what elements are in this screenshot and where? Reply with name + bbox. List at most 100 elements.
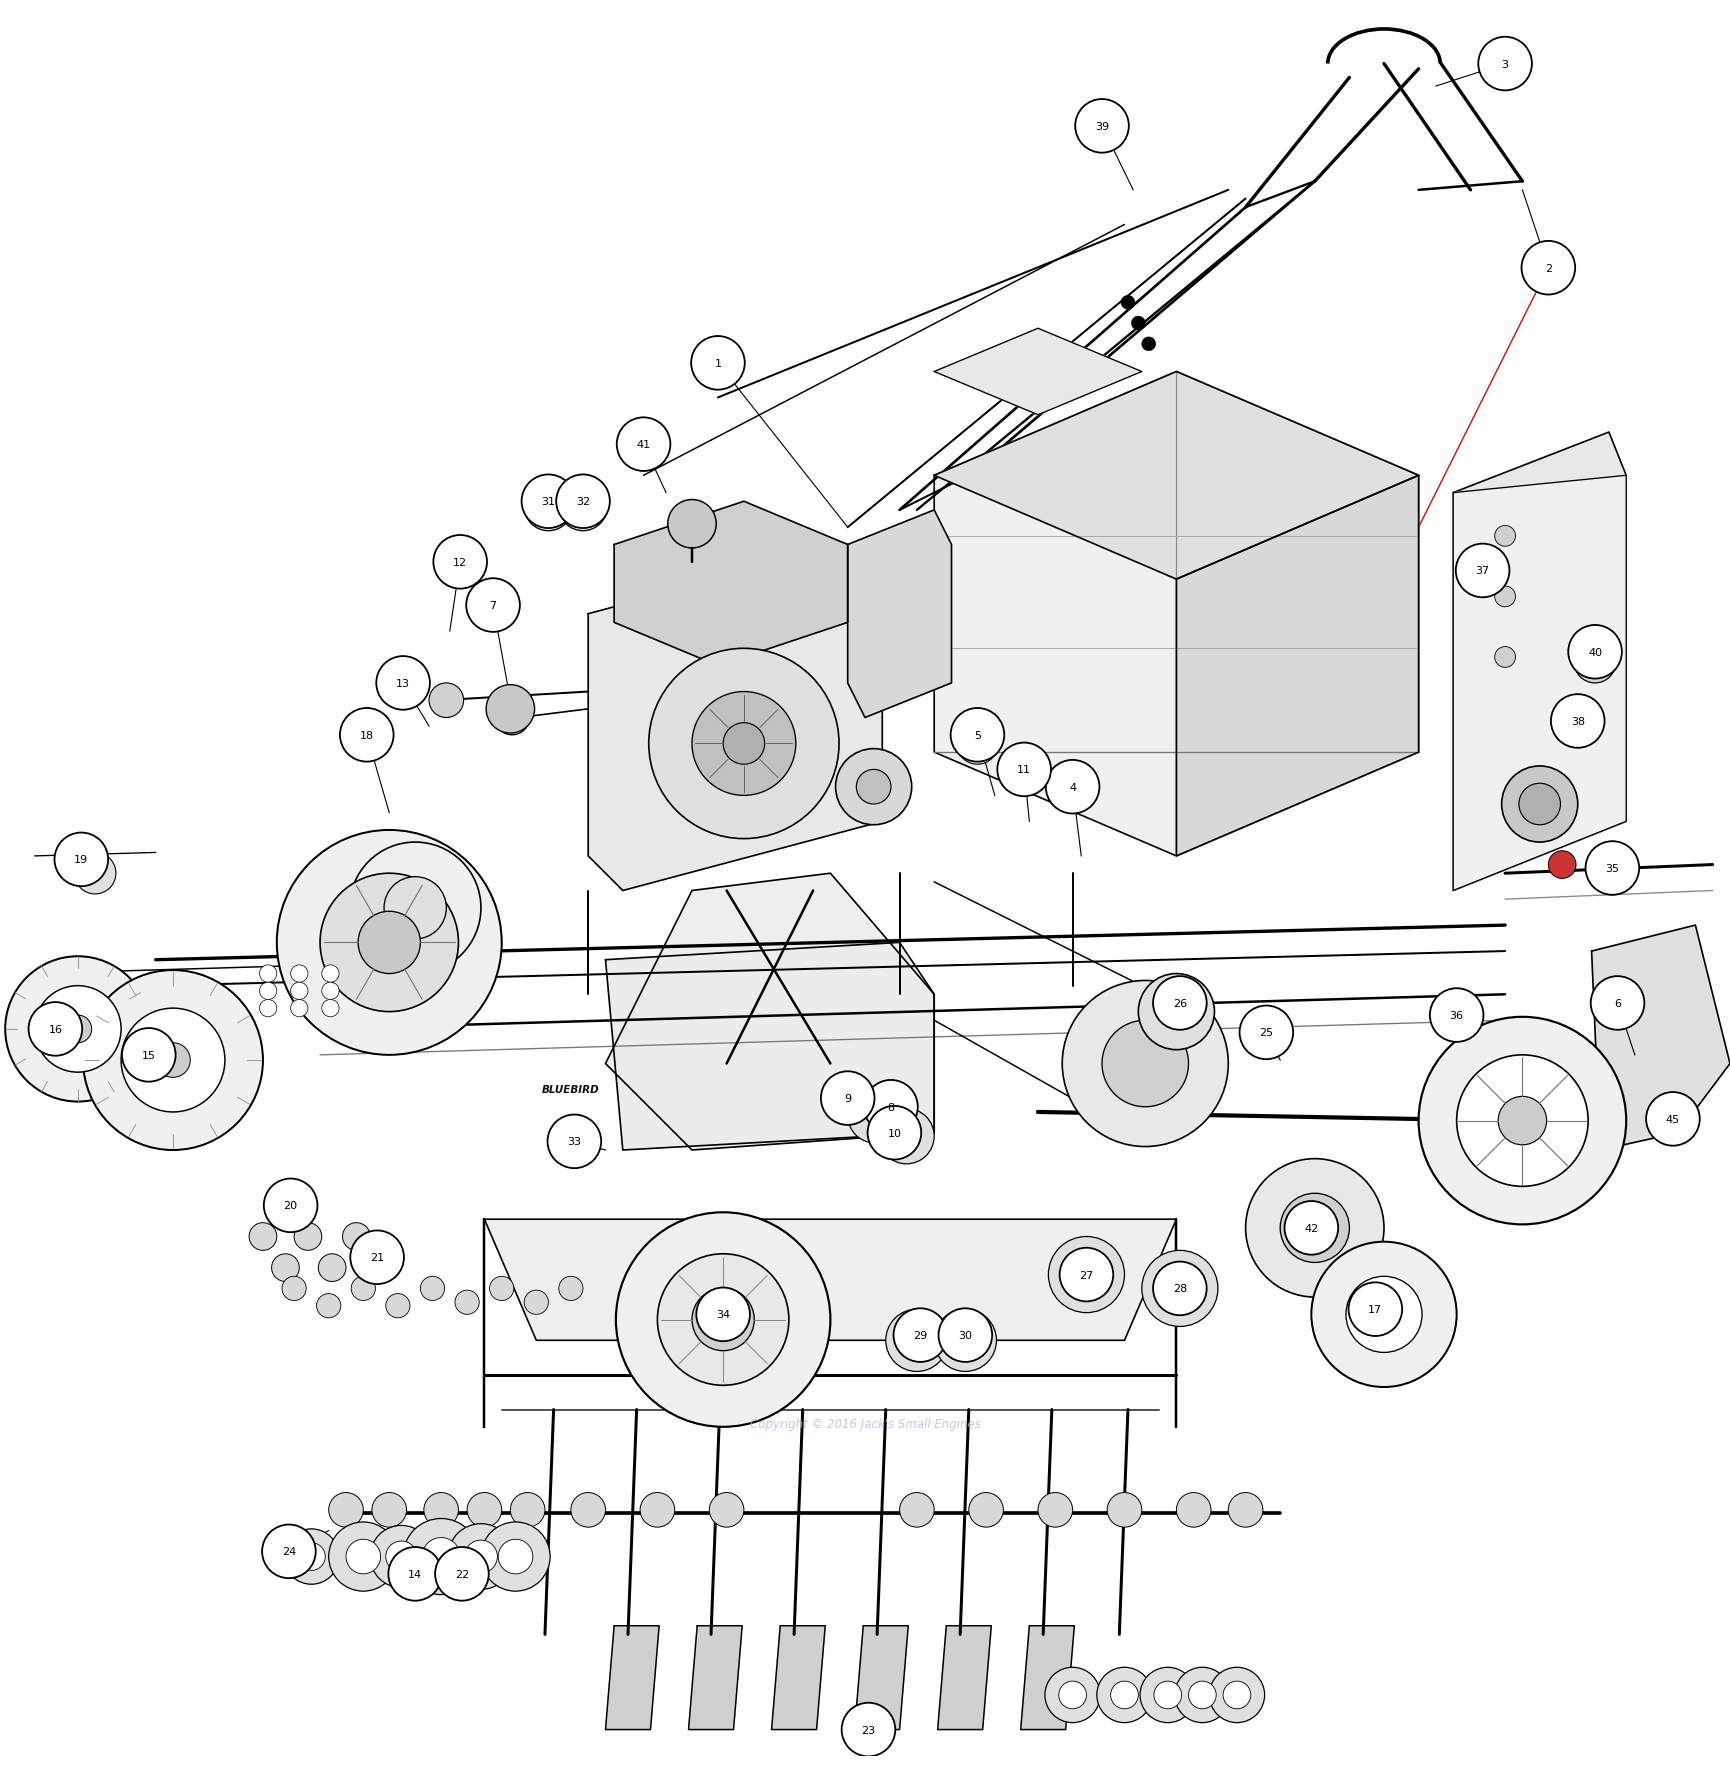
Circle shape [5, 957, 151, 1101]
Circle shape [1138, 975, 1214, 1050]
Circle shape [1209, 1668, 1265, 1723]
Text: 36: 36 [1450, 1010, 1464, 1021]
Circle shape [1189, 1680, 1216, 1709]
Circle shape [422, 1538, 460, 1575]
Text: 20: 20 [284, 1201, 298, 1210]
Circle shape [263, 1525, 317, 1579]
Circle shape [420, 1276, 445, 1301]
Circle shape [1495, 586, 1515, 608]
Circle shape [249, 1222, 277, 1251]
Circle shape [329, 1522, 398, 1591]
Polygon shape [1176, 476, 1419, 857]
Circle shape [490, 1276, 514, 1301]
Circle shape [498, 1540, 533, 1574]
Circle shape [322, 966, 339, 982]
Polygon shape [588, 545, 882, 891]
Circle shape [377, 658, 431, 711]
Circle shape [424, 1493, 458, 1527]
Circle shape [1045, 761, 1100, 814]
Circle shape [64, 1016, 92, 1042]
Text: 22: 22 [455, 1568, 469, 1579]
Circle shape [349, 843, 481, 975]
Circle shape [322, 1000, 339, 1018]
Circle shape [1223, 1680, 1251, 1709]
Circle shape [386, 1541, 417, 1572]
Circle shape [820, 1071, 875, 1124]
Circle shape [83, 971, 263, 1151]
Circle shape [1140, 1668, 1195, 1723]
Circle shape [467, 579, 521, 633]
Circle shape [55, 832, 107, 887]
Circle shape [723, 723, 765, 764]
Text: 9: 9 [844, 1094, 851, 1103]
Text: 12: 12 [453, 558, 467, 567]
Circle shape [317, 1294, 341, 1319]
Circle shape [448, 1524, 514, 1590]
Text: 35: 35 [1605, 864, 1619, 873]
Polygon shape [614, 503, 848, 666]
Circle shape [865, 1080, 919, 1133]
Circle shape [265, 1180, 318, 1233]
Circle shape [121, 1009, 225, 1112]
Circle shape [690, 337, 744, 390]
Circle shape [616, 1212, 830, 1427]
Text: 30: 30 [958, 1331, 972, 1340]
Circle shape [1455, 544, 1509, 599]
Circle shape [1074, 100, 1130, 153]
Circle shape [711, 1308, 735, 1331]
Circle shape [1548, 852, 1576, 879]
Circle shape [1176, 1493, 1211, 1527]
Text: 6: 6 [1614, 998, 1621, 1009]
Circle shape [843, 1704, 896, 1757]
Circle shape [388, 1547, 443, 1600]
Text: 42: 42 [1304, 1222, 1318, 1233]
Circle shape [1154, 977, 1208, 1030]
Text: 2: 2 [1545, 264, 1552, 274]
Text: Copyright © 2016 Jack's Small Engines: Copyright © 2016 Jack's Small Engines [749, 1417, 981, 1429]
Circle shape [1048, 1237, 1124, 1313]
Circle shape [969, 1493, 1003, 1527]
Circle shape [695, 1288, 751, 1342]
Circle shape [1280, 1194, 1349, 1263]
Circle shape [1159, 994, 1194, 1030]
Text: BLUEBIRD: BLUEBIRD [541, 1085, 600, 1094]
Circle shape [848, 1089, 903, 1144]
Circle shape [1502, 766, 1578, 843]
Text: 38: 38 [1571, 716, 1585, 727]
Circle shape [952, 709, 1003, 763]
Circle shape [1154, 1262, 1208, 1315]
Circle shape [1284, 1201, 1339, 1255]
Text: 4: 4 [1069, 782, 1076, 793]
Circle shape [272, 1255, 299, 1281]
Circle shape [291, 1000, 308, 1018]
Circle shape [900, 1493, 934, 1527]
Text: 45: 45 [1666, 1114, 1680, 1124]
Circle shape [559, 483, 607, 531]
Text: 39: 39 [1095, 121, 1109, 132]
Text: 15: 15 [142, 1050, 156, 1060]
Circle shape [156, 1042, 190, 1078]
Circle shape [329, 1493, 363, 1527]
Circle shape [1519, 784, 1560, 825]
Text: 33: 33 [567, 1137, 581, 1146]
Circle shape [547, 1116, 602, 1169]
Circle shape [277, 830, 502, 1055]
Circle shape [260, 982, 277, 1000]
Circle shape [1003, 752, 1045, 795]
Circle shape [836, 748, 912, 825]
Text: 34: 34 [716, 1310, 730, 1320]
Text: 7: 7 [490, 601, 497, 611]
Circle shape [640, 1493, 675, 1527]
Text: 24: 24 [282, 1547, 296, 1556]
Circle shape [1559, 706, 1600, 747]
Circle shape [1142, 339, 1156, 351]
Circle shape [649, 649, 839, 839]
Polygon shape [855, 1625, 908, 1730]
Circle shape [1175, 1668, 1230, 1723]
Circle shape [260, 966, 277, 982]
Circle shape [343, 1222, 370, 1251]
Circle shape [1550, 695, 1605, 748]
Circle shape [432, 536, 488, 590]
Circle shape [1097, 1668, 1152, 1723]
Circle shape [522, 476, 574, 529]
